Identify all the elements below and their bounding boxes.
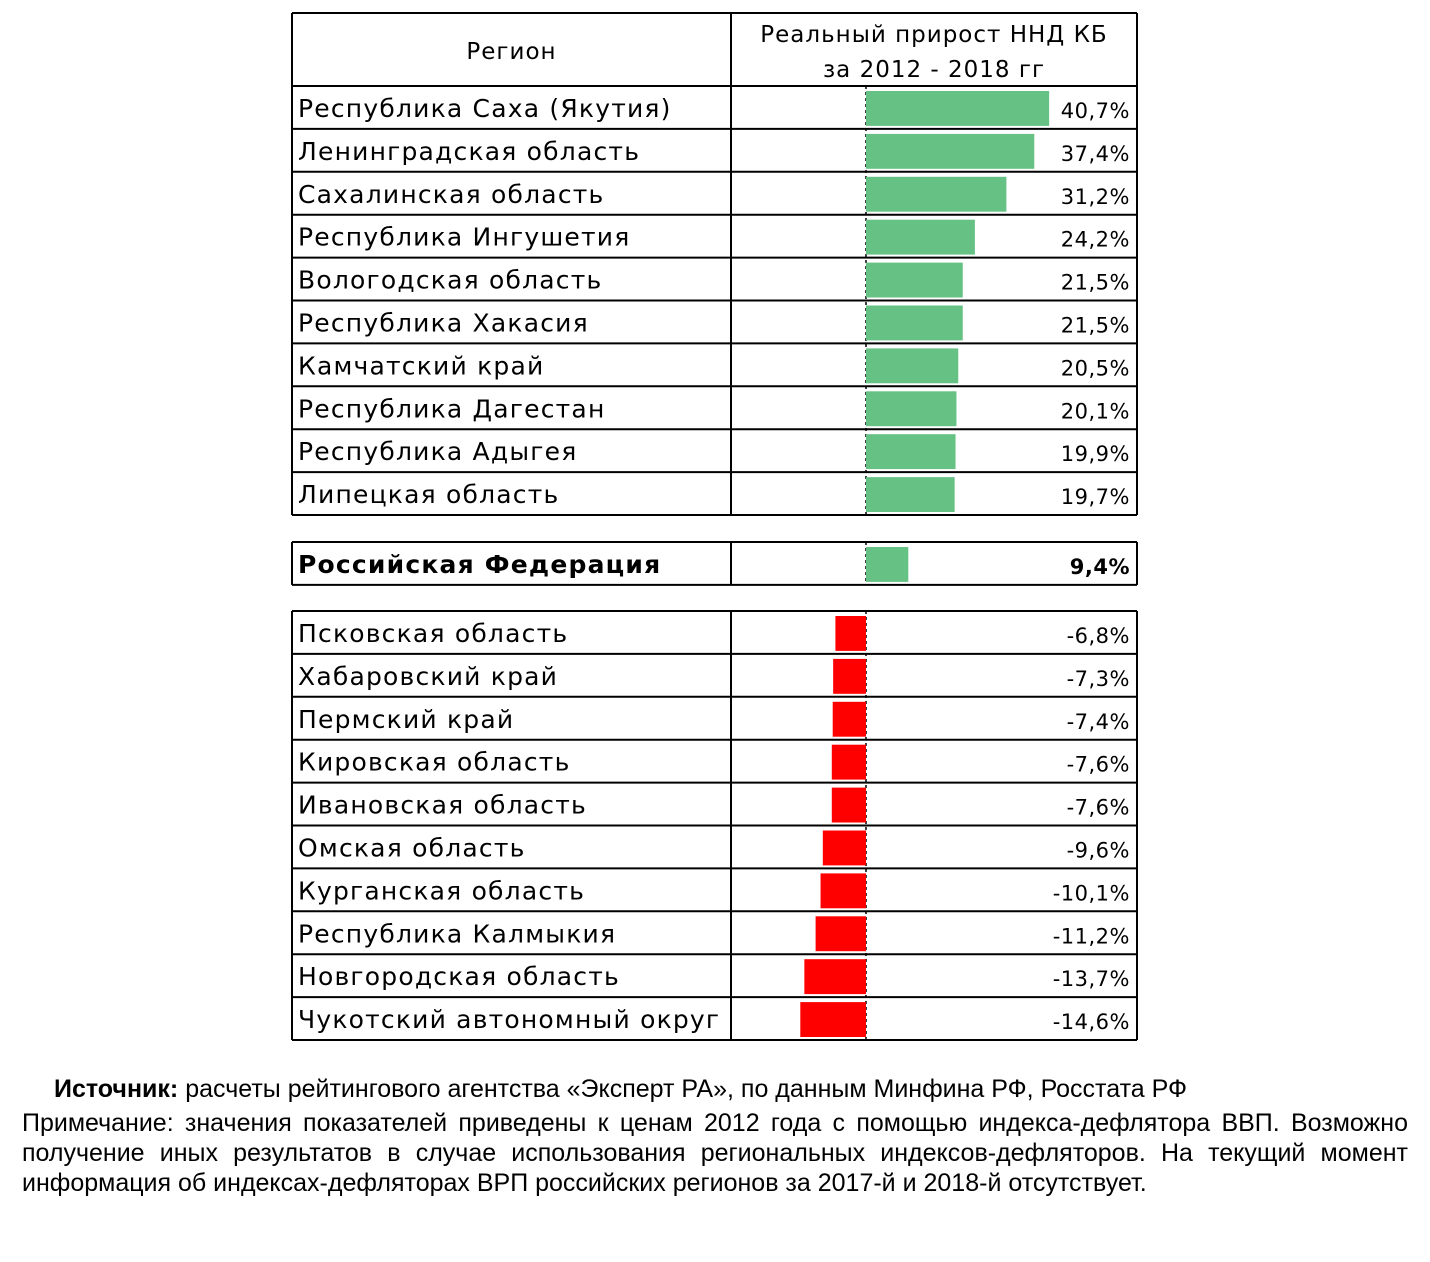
region-name: Омская область xyxy=(298,834,526,863)
value-label: -14,6% xyxy=(1053,1010,1130,1034)
region-name: Пермский край xyxy=(298,705,514,734)
value-label: 31,2% xyxy=(1061,185,1130,209)
bar xyxy=(866,305,963,341)
bar xyxy=(831,744,866,780)
value-label: -7,3% xyxy=(1067,667,1130,691)
region-name: Республика Калмыкия xyxy=(298,919,616,948)
region-name: Сахалинская область xyxy=(298,180,604,209)
value-label: 20,1% xyxy=(1061,399,1130,423)
region-name: Российская Федерация xyxy=(298,550,661,579)
value-label: 40,7% xyxy=(1061,99,1130,123)
bar xyxy=(831,787,866,823)
region-name: Республика Саха (Якутия) xyxy=(298,94,672,123)
value-label: 19,9% xyxy=(1061,442,1130,466)
region-name: Ленинградская область xyxy=(298,137,640,166)
bar xyxy=(832,701,866,737)
value-label: 37,4% xyxy=(1061,142,1130,166)
bar xyxy=(866,434,956,470)
region-name: Новгородская область xyxy=(298,962,620,991)
bar xyxy=(800,1002,866,1037)
region-name: Республика Ингушетия xyxy=(298,223,630,252)
region-name: Республика Адыгея xyxy=(298,437,577,466)
regional-growth-table-chart: Регион Реальный прирост ННД КБ за 2012 - 2… xyxy=(291,12,1138,1041)
source-label: Источник: xyxy=(54,1075,179,1103)
value-label: -7,6% xyxy=(1067,796,1130,820)
region-name: Вологодская область xyxy=(298,266,602,295)
bar xyxy=(835,616,866,651)
value-label: -11,2% xyxy=(1053,924,1130,948)
bar xyxy=(866,391,957,427)
bar xyxy=(815,916,866,952)
bar xyxy=(866,133,1035,169)
bar xyxy=(866,348,959,384)
value-label: -10,1% xyxy=(1053,881,1130,905)
region-name: Псковская область xyxy=(298,619,568,648)
header-region: Регион xyxy=(466,39,556,65)
bar xyxy=(866,91,1050,126)
region-name: Ивановская область xyxy=(298,791,587,820)
header-metric-line1: Реальный прирост ННД КБ xyxy=(760,22,1107,48)
value-label: -9,6% xyxy=(1067,839,1130,863)
region-name: Республика Хакасия xyxy=(298,309,589,338)
value-label: 24,2% xyxy=(1061,228,1130,252)
value-label: 9,4% xyxy=(1070,555,1130,579)
source-note: Источник: расчеты рейтингового агентства… xyxy=(22,1074,1408,1104)
region-name: Чукотский автономный округ xyxy=(298,1005,720,1034)
region-name: Кировская область xyxy=(298,748,571,777)
bar xyxy=(820,873,866,909)
bar xyxy=(833,658,866,694)
region-name: Хабаровский край xyxy=(298,662,558,691)
value-label: -7,4% xyxy=(1067,710,1130,734)
value-label: 20,5% xyxy=(1061,356,1130,380)
value-label: 21,5% xyxy=(1061,314,1130,338)
value-label: 19,7% xyxy=(1061,485,1130,509)
region-name: Камчатский край xyxy=(298,351,544,380)
bar xyxy=(804,959,866,995)
value-label: -6,8% xyxy=(1067,624,1130,648)
bar xyxy=(866,176,1007,212)
value-label: -13,7% xyxy=(1053,967,1130,991)
header-metric-line2: за 2012 - 2018 гг xyxy=(823,57,1045,83)
region-name: Республика Дагестан xyxy=(298,394,606,423)
bar xyxy=(822,830,866,866)
region-name: Курганская область xyxy=(298,876,585,905)
bar xyxy=(866,547,909,582)
remark-note: Примечание: значения показателей приведе… xyxy=(22,1109,1408,1197)
source-text: расчеты рейтингового агентства «Эксперт … xyxy=(178,1075,1187,1103)
bar xyxy=(866,477,955,512)
bar xyxy=(866,262,963,298)
region-name: Липецкая область xyxy=(298,480,559,509)
value-label: 21,5% xyxy=(1061,271,1130,295)
bar xyxy=(866,219,975,255)
value-label: -7,6% xyxy=(1067,753,1130,777)
